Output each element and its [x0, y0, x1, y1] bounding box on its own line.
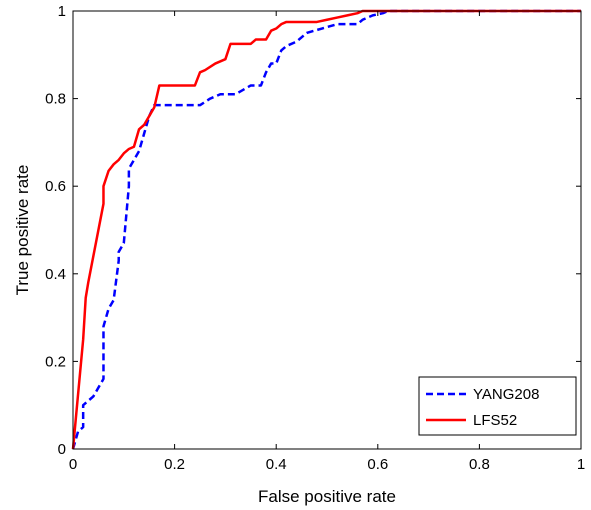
y-tick-label: 1 — [58, 3, 66, 20]
x-tick-label: 1 — [577, 456, 585, 473]
x-tick-label: 0.6 — [367, 456, 388, 473]
plot-area — [73, 11, 581, 449]
x-tick-label: 0 — [69, 456, 77, 473]
y-tick-label: 0.4 — [45, 266, 66, 283]
series-line-lfs52 — [71, 9, 581, 450]
x-tick-label: 0.4 — [266, 456, 287, 473]
legend-box — [418, 376, 577, 436]
y-tick-label: 0 — [58, 441, 66, 458]
legend-label-lfs52: LFS52 — [473, 412, 517, 429]
y-tick-label: 0.6 — [45, 178, 66, 195]
x-axis-label: False positive rate — [258, 487, 396, 506]
series-line-yang208 — [71, 9, 581, 450]
y-axis-label: True positive rate — [13, 165, 32, 296]
legend-label-yang208: YANG208 — [473, 386, 539, 403]
plot-frame — [72, 10, 582, 450]
y-tick-label: 0.8 — [45, 91, 66, 108]
y-tick-label: 0.2 — [45, 353, 66, 370]
x-tick-label: 0.2 — [164, 456, 185, 473]
legend: YANG208 LFS52 — [418, 376, 577, 436]
plot-background — [73, 11, 581, 449]
series-layer — [71, 9, 581, 450]
x-tick-label: 0.8 — [469, 456, 490, 473]
